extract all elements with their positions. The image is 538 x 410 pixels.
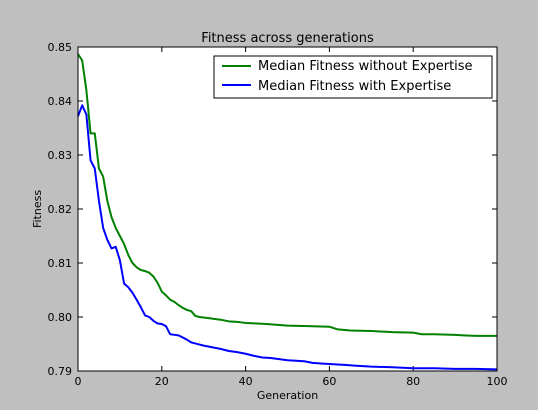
chart-title: Fitness across generations — [201, 31, 374, 46]
x-tick-label: 100 — [487, 375, 508, 388]
x-tick-label: 80 — [406, 375, 420, 388]
x-tick-label: 0 — [75, 375, 82, 388]
y-tick-label: 0.82 — [48, 203, 73, 216]
x-axis-label: Generation — [257, 389, 318, 402]
series-layer — [77, 53, 498, 371]
series-line-with-expertise — [77, 104, 498, 371]
y-tick-label: 0.79 — [48, 365, 73, 378]
series-line-without-expertise — [77, 53, 497, 337]
legend: Median Fitness without Expertise Median … — [213, 55, 493, 99]
plot-frame — [77, 46, 498, 372]
y-axis-label: Fitness — [31, 190, 44, 228]
x-tick-label: 20 — [155, 375, 169, 388]
legend-box — [213, 55, 493, 99]
y-tick-label: 0.81 — [48, 257, 73, 270]
x-tick-label: 40 — [239, 375, 253, 388]
axis-ticks: 0 20 40 60 80 100 0.79 0.80 0.81 0.82 0.83 0.84 0.85 — [48, 41, 508, 388]
legend-label-with-expertise: Median Fitness with Expertise — [258, 79, 451, 94]
legend-label-without-expertise: Median Fitness without Expertise — [258, 59, 473, 74]
x-tick-label: 60 — [322, 375, 336, 388]
y-tick-label: 0.83 — [48, 149, 73, 162]
y-tick-label: 0.80 — [48, 311, 73, 324]
y-tick-label: 0.85 — [48, 41, 73, 54]
y-tick-label: 0.84 — [48, 95, 73, 108]
